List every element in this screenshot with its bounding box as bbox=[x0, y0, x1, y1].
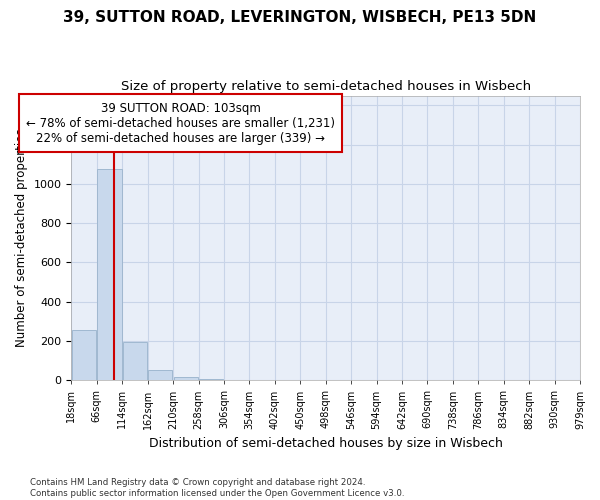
Title: Size of property relative to semi-detached houses in Wisbech: Size of property relative to semi-detach… bbox=[121, 80, 531, 93]
Bar bbox=[72, 330, 96, 380]
Bar bbox=[123, 342, 147, 380]
Text: Contains HM Land Registry data © Crown copyright and database right 2024.
Contai: Contains HM Land Registry data © Crown c… bbox=[30, 478, 404, 498]
X-axis label: Distribution of semi-detached houses by size in Wisbech: Distribution of semi-detached houses by … bbox=[149, 437, 503, 450]
Text: 39, SUTTON ROAD, LEVERINGTON, WISBECH, PE13 5DN: 39, SUTTON ROAD, LEVERINGTON, WISBECH, P… bbox=[64, 10, 536, 25]
Bar bbox=[97, 169, 122, 380]
Bar bbox=[148, 370, 172, 380]
Text: 39 SUTTON ROAD: 103sqm
← 78% of semi-detached houses are smaller (1,231)
22% of : 39 SUTTON ROAD: 103sqm ← 78% of semi-det… bbox=[26, 102, 335, 144]
Y-axis label: Number of semi-detached properties: Number of semi-detached properties bbox=[15, 128, 28, 347]
Bar bbox=[174, 378, 198, 380]
